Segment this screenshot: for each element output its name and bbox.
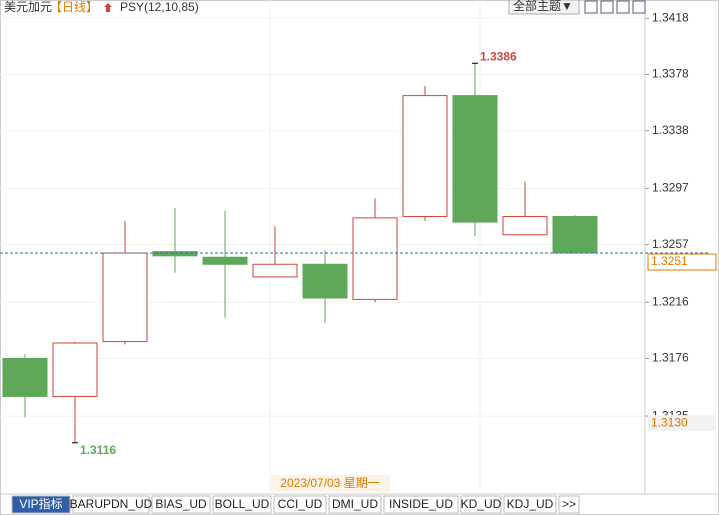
tab[interactable] xyxy=(460,495,502,514)
tool-button[interactable] xyxy=(600,0,614,14)
toolbar xyxy=(584,0,646,14)
y-tick-label: 1.3418 xyxy=(652,10,689,24)
candle-body xyxy=(552,215,598,254)
min-label: 1.3116 xyxy=(80,443,116,457)
tool-button[interactable] xyxy=(632,0,646,14)
candle-body xyxy=(402,95,448,217)
tab[interactable] xyxy=(212,495,272,514)
tab[interactable] xyxy=(383,495,459,514)
candle-body xyxy=(52,342,98,397)
y-tick-label: 1.3338 xyxy=(652,123,689,137)
tab[interactable] xyxy=(151,495,211,514)
tab[interactable] xyxy=(11,495,71,514)
y-tick-label: 1.3297 xyxy=(652,181,689,195)
tool-button[interactable] xyxy=(616,0,630,14)
y-tick-label: 1.3176 xyxy=(652,351,689,365)
theme-label[interactable]: 全部主题▼ xyxy=(513,0,573,13)
tab-label[interactable]: BIAS_UD xyxy=(155,497,207,511)
max-label: 1.3386 xyxy=(480,49,517,63)
tab-label[interactable]: KD_UD xyxy=(461,497,502,511)
candle-body xyxy=(202,256,248,265)
candle-body xyxy=(352,217,398,300)
tool-button[interactable] xyxy=(584,0,598,14)
date-annotation: 2023/07/03 星期一 xyxy=(280,476,379,490)
tab-label[interactable]: BARUPDN_UD xyxy=(70,497,153,511)
tab-label[interactable]: INSIDE_UD xyxy=(389,497,453,511)
price-marker-label: 1.3130 xyxy=(651,415,688,429)
tab[interactable] xyxy=(328,495,382,514)
tab-label[interactable]: DMI_UD xyxy=(332,497,378,511)
current-price-label: 1.3251 xyxy=(651,254,688,268)
candle-body xyxy=(102,252,148,343)
candle-body xyxy=(252,263,298,278)
indicator-icon xyxy=(104,3,112,12)
candle-body xyxy=(2,357,48,397)
tab-label[interactable]: BOLL_UD xyxy=(215,497,270,511)
indicator[interactable]: PSY(12,10,85) xyxy=(120,0,199,14)
tab[interactable] xyxy=(273,495,327,514)
tab[interactable] xyxy=(503,495,557,514)
tab-label[interactable]: >> xyxy=(562,497,576,511)
candle-body xyxy=(452,95,498,223)
tab[interactable] xyxy=(72,495,150,514)
y-tick-label: 1.3378 xyxy=(652,67,689,81)
price-marker-box xyxy=(648,415,716,432)
candle-body xyxy=(152,251,198,257)
candle-body xyxy=(302,263,348,299)
y-tick-label: 1.3257 xyxy=(652,237,689,251)
tab[interactable] xyxy=(558,495,580,514)
theme-button[interactable] xyxy=(508,0,580,15)
tab-label[interactable]: CCI_UD xyxy=(278,497,323,511)
tab-label[interactable]: VIP指标 xyxy=(19,496,62,511)
candle-body xyxy=(502,215,548,236)
period[interactable]: 【日线】 xyxy=(50,0,98,14)
current-price-box xyxy=(647,253,717,271)
tab-bar: VIP指标 BARUPDN_UD BIAS_UD BOLL_UD CCI_UD DMI_U… xyxy=(11,495,580,514)
symbol: 美元加元 xyxy=(4,0,52,14)
date-box xyxy=(270,475,390,492)
tab-label[interactable]: KDJ_UD xyxy=(507,497,554,511)
y-tick-label: 1.3216 xyxy=(652,294,689,308)
